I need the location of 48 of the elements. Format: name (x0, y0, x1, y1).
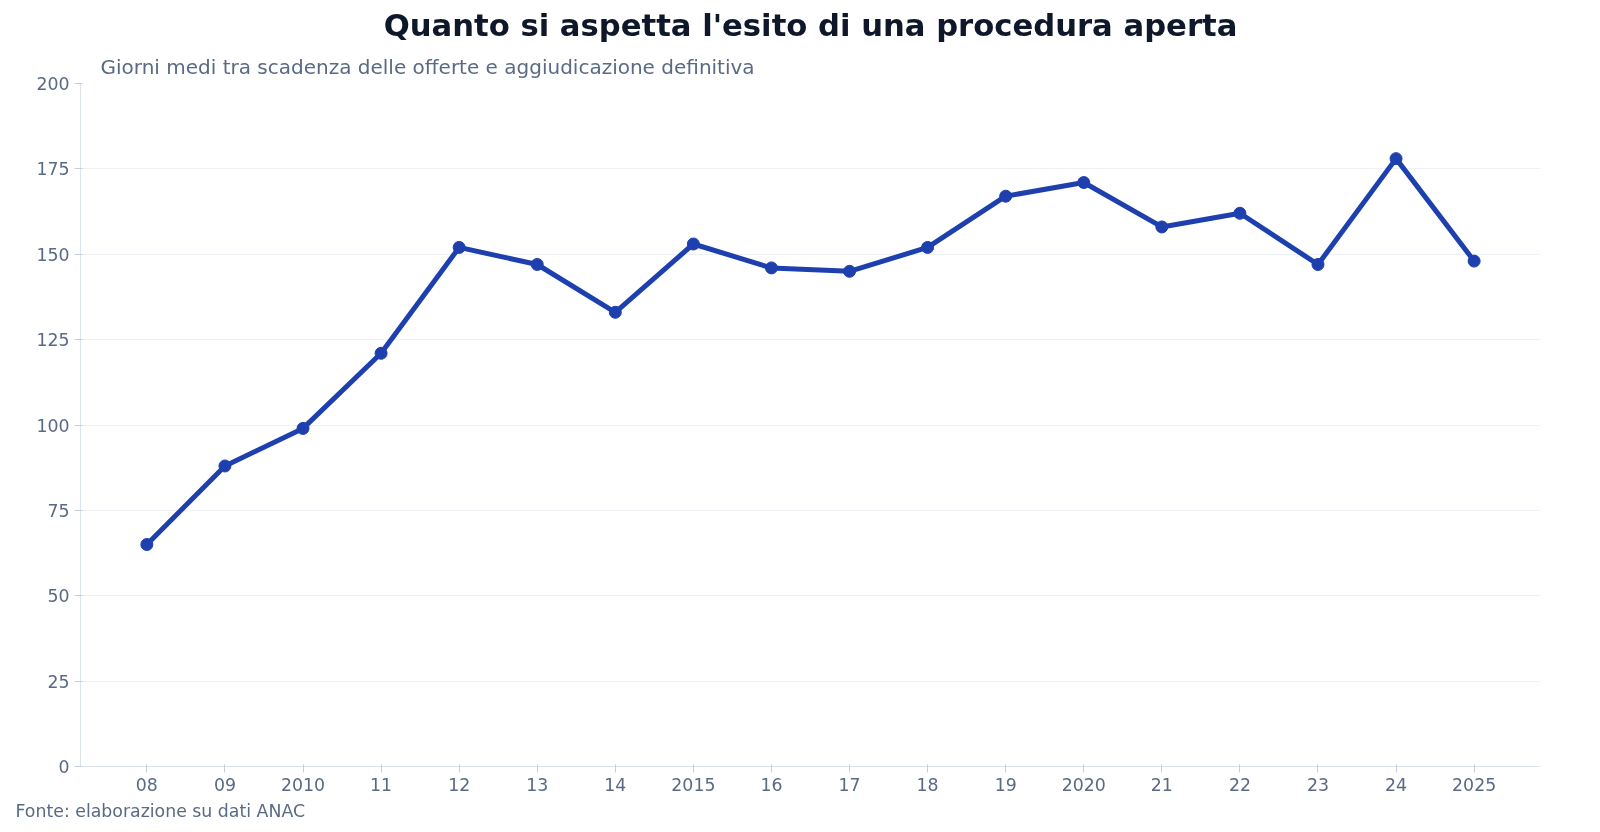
chart-subtitle: Giorni medi tra scadenza delle offerte e aggiudicazione definitiva (100, 54, 755, 79)
y-tick-label: 175 (36, 159, 70, 180)
x-tick-label: 21 (1150, 774, 1173, 795)
source-note: Fonte: elaborazione su dati ANAC (15, 800, 306, 821)
point (374, 346, 388, 360)
chart-title: Quanto si aspetta l'esito di una procedura aperta (383, 7, 1238, 43)
x-tick-label: 17 (838, 774, 861, 795)
x-tick-label: 22 (1228, 774, 1251, 795)
point (1233, 206, 1247, 220)
point (218, 459, 232, 473)
x-tick-label: 11 (370, 774, 393, 795)
x-tick-label: 19 (994, 774, 1017, 795)
x-tick-label: 13 (526, 774, 549, 795)
x-tick-label: 18 (916, 774, 939, 795)
x-tick-label: 23 (1306, 774, 1330, 795)
y-tick-label: 125 (36, 330, 70, 351)
point (530, 258, 544, 271)
point (608, 305, 622, 319)
y-tick-label: 200 (36, 74, 70, 94)
x-tick-label: 14 (604, 774, 627, 795)
x-tick-label: 09 (213, 774, 236, 795)
y-tick-label: 25 (47, 671, 70, 692)
point (999, 189, 1013, 203)
point (1077, 176, 1091, 190)
point (764, 261, 778, 275)
y-tick-label: 150 (36, 244, 70, 265)
x-tick-label: 08 (135, 774, 158, 795)
y-tick-label: 50 (47, 586, 70, 607)
point (1311, 258, 1325, 271)
point (1155, 220, 1169, 234)
x-tick-label: 2025 (1452, 774, 1497, 795)
point (686, 237, 700, 251)
y-tick-label: 0 (58, 757, 70, 777)
x-tick-label: 24 (1385, 774, 1408, 795)
point (1467, 254, 1481, 268)
x-tick-label: 2010 (280, 774, 326, 795)
x-tick-label: 12 (448, 774, 471, 795)
y-tick-label: 100 (36, 415, 70, 436)
point (296, 421, 310, 435)
point (452, 240, 466, 254)
y-tick-label: 75 (47, 500, 70, 521)
x-tick-label: 2020 (1061, 774, 1106, 795)
point (921, 240, 935, 254)
point (843, 264, 857, 278)
x-tick-label: 2015 (671, 774, 716, 795)
point (140, 538, 154, 552)
point (1389, 152, 1403, 166)
x-tick-label: 16 (760, 774, 783, 795)
